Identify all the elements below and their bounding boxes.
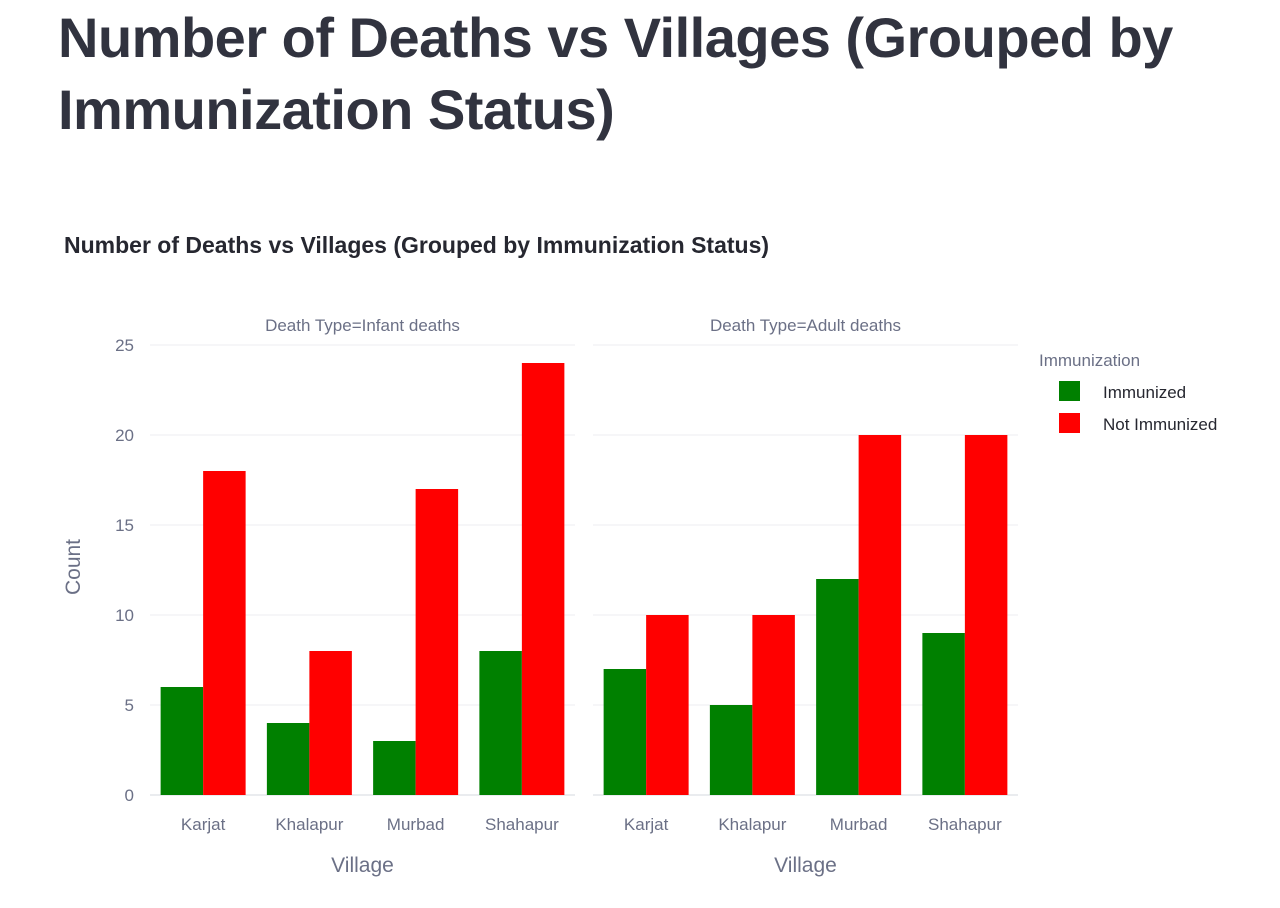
bar: [603, 669, 647, 795]
x-tick-label: Karjat: [624, 815, 669, 834]
x-tick-label: Murbad: [830, 815, 888, 834]
bar: [816, 579, 859, 795]
x-tick-label: Murbad: [387, 815, 445, 834]
bar: [160, 687, 204, 795]
x-tick-label: Shahapur: [485, 815, 559, 834]
bar: [373, 741, 416, 795]
y-tick-label: 25: [115, 336, 134, 355]
bar: [415, 489, 459, 795]
facet-panel-1: Death Type=Adult deaths Karjat Khalapur Mur…: [593, 316, 1018, 877]
x-axis-title: Village: [774, 854, 837, 877]
bar: [922, 633, 965, 795]
x-tick-label: Khalapur: [718, 815, 786, 834]
y-tick-label: 20: [115, 426, 134, 445]
bar: [521, 363, 565, 795]
bar: [646, 615, 689, 795]
bar: [964, 435, 1008, 795]
bar: [203, 471, 246, 795]
facet-title: Death Type=Adult deaths: [710, 316, 901, 335]
page-title: Number of Deaths vs Villages (Grouped by…: [58, 6, 1173, 141]
bar: [858, 435, 902, 795]
legend-label: Immunized: [1103, 383, 1186, 402]
x-tick-label: Shahapur: [928, 815, 1002, 834]
legend-swatch: [1059, 413, 1080, 433]
y-tick-label: 15: [115, 516, 134, 535]
legend-swatch: [1059, 381, 1080, 401]
legend-label: Not Immunized: [1103, 415, 1217, 434]
y-tick-label: 10: [115, 606, 134, 625]
bar: [479, 651, 522, 795]
legend-title: Immunization: [1039, 351, 1140, 370]
bar: [266, 723, 310, 795]
bar: [309, 651, 352, 795]
x-tick-label: Karjat: [181, 815, 226, 834]
x-axis-title: Village: [331, 854, 394, 877]
bar: [709, 705, 753, 795]
x-tick-label: Khalapur: [275, 815, 343, 834]
facet-title: Death Type=Infant deaths: [265, 316, 460, 335]
chart-title: Number of Deaths vs Villages (Grouped by…: [64, 232, 770, 258]
legend: Immunization Immunized Not Immunized: [1039, 351, 1217, 434]
bar: [752, 615, 795, 795]
y-axis-title: Count: [62, 539, 85, 595]
y-tick-label: 0: [125, 786, 134, 805]
facet-panel-0: Death Type=Infant deaths Karjat Khalapur Mu…: [150, 316, 575, 877]
y-tick-label: 5: [125, 696, 134, 715]
